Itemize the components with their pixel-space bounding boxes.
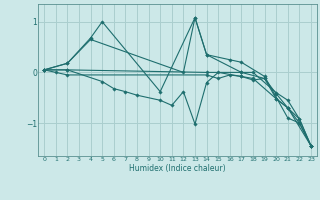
X-axis label: Humidex (Indice chaleur): Humidex (Indice chaleur) bbox=[129, 164, 226, 173]
